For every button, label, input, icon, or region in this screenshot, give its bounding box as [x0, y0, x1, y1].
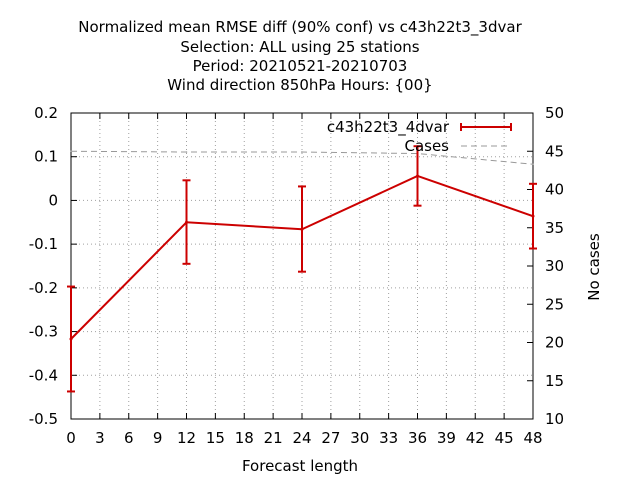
y2-tick-label-1: 15 — [545, 372, 564, 390]
series — [67, 145, 537, 393]
y-tick-label-5: 0 — [48, 191, 58, 209]
title-line-1: Normalized mean RMSE diff (90% conf) vs … — [78, 18, 522, 37]
y-tick-label-0: -0.5 — [29, 410, 58, 428]
title-line-4: Wind direction 850hPa Hours: {00} — [167, 76, 432, 94]
x-tick-label-1: 3 — [95, 429, 105, 447]
x-tick-label-11: 33 — [379, 429, 398, 447]
y-tick-label-1: -0.4 — [29, 366, 58, 384]
x-tick-label-12: 36 — [408, 429, 427, 447]
y-tick-label-4: -0.1 — [29, 235, 58, 253]
title-line-2: Selection: ALL using 25 stations — [180, 38, 419, 56]
x-tick-label-0: 0 — [66, 429, 76, 447]
data-point-0 — [69, 337, 73, 341]
x-tick-label-10: 30 — [350, 429, 369, 447]
y2-tick-label-3: 25 — [545, 295, 564, 313]
legend-label-4dvar: c43h22t3_4dvar — [327, 118, 450, 137]
y2-axis-title: No cases — [585, 233, 603, 301]
x-tick-label-7: 21 — [264, 429, 283, 447]
y2-tick-label-2: 20 — [545, 334, 564, 352]
x-tick-label-3: 9 — [153, 429, 163, 447]
x-axis: 0 3 6 9 12 15 18 21 24 27 30 33 36 39 42 45 48 — [66, 113, 543, 447]
chart-title: Normalized mean RMSE diff (90% conf) vs … — [78, 18, 522, 94]
data-point-4 — [531, 214, 535, 218]
grid — [71, 113, 533, 419]
y2-tick-label-5: 35 — [545, 219, 564, 237]
y2-tick-label-4: 30 — [545, 257, 564, 275]
cases-point-0 — [70, 150, 72, 153]
y-axis-left: -0.5 -0.4 -0.3 -0.2 -0.1 0 0.1 0.2 — [29, 104, 77, 428]
x-tick-label-9: 27 — [321, 429, 340, 447]
legend-label-cases: Cases — [404, 137, 449, 155]
y-tick-label-7: 0.2 — [34, 104, 58, 122]
y2-tick-label-7: 45 — [545, 142, 564, 160]
x-tick-label-14: 42 — [466, 429, 485, 447]
y2-tick-label-8: 50 — [545, 104, 564, 122]
x-tick-label-4: 12 — [177, 429, 196, 447]
cases-point-1 — [185, 151, 188, 153]
data-point-2 — [300, 227, 304, 231]
x-tick-label-6: 18 — [235, 429, 254, 447]
title-line-3: Period: 20210521-20210703 — [193, 57, 408, 75]
x-tick-label-2: 6 — [124, 429, 134, 447]
x-tick-label-16: 48 — [523, 429, 542, 447]
x-tick-label-5: 15 — [206, 429, 225, 447]
data-point-3 — [416, 174, 419, 178]
y2-tick-label-0: 10 — [545, 410, 564, 428]
x-tick-label-15: 45 — [495, 429, 514, 447]
data-point-1 — [185, 220, 188, 224]
x-axis-title: Forecast length — [242, 457, 358, 475]
cases-point-4 — [532, 163, 534, 166]
y-tick-label-2: -0.3 — [29, 323, 58, 341]
cases-point-2 — [301, 151, 303, 153]
x-tick-label-13: 39 — [437, 429, 456, 447]
y2-tick-label-6: 40 — [545, 181, 564, 199]
y-tick-label-3: -0.2 — [29, 279, 58, 297]
y-axis-right: 10 15 20 25 30 35 40 45 50 — [527, 104, 564, 428]
x-tick-label-8: 24 — [292, 429, 311, 447]
y-tick-label-6: 0.1 — [34, 148, 58, 166]
